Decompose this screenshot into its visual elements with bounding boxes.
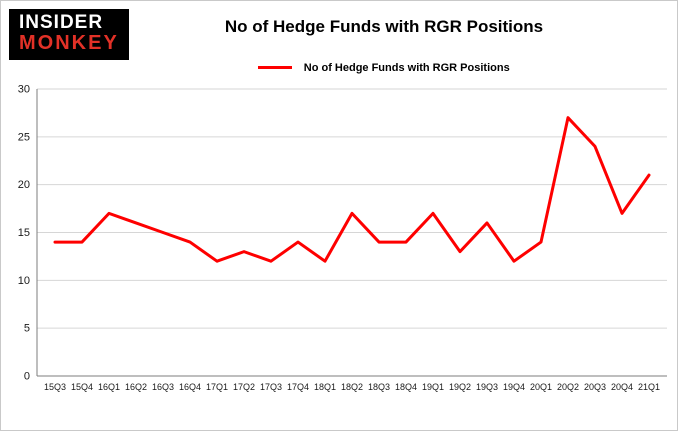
x-axis-tick-label: 17Q4 <box>287 382 309 392</box>
x-axis-tick-label: 19Q1 <box>422 382 444 392</box>
x-axis-tick-label: 20Q2 <box>557 382 579 392</box>
y-axis-tick-label: 0 <box>24 371 30 383</box>
x-axis-tick-label: 16Q1 <box>98 382 120 392</box>
x-axis-tick-label: 21Q1 <box>638 382 660 392</box>
chart-title: No of Hedge Funds with RGR Positions <box>224 17 544 36</box>
x-axis-tick-label: 17Q1 <box>206 382 228 392</box>
x-axis-tick-label: 15Q3 <box>44 382 66 392</box>
x-axis-tick-label: 18Q4 <box>395 382 417 392</box>
legend: No of Hedge Funds with RGR Positions <box>121 59 647 77</box>
logo-insider-text: INSIDER <box>19 12 104 33</box>
y-axis-tick-label: 20 <box>18 179 30 191</box>
legend-label: No of Hedge Funds with RGR Positions <box>303 61 510 74</box>
x-axis-tick-label: 20Q4 <box>611 382 633 392</box>
y-axis-tick-label: 15 <box>18 227 30 239</box>
x-axis-tick-label: 18Q2 <box>341 382 363 392</box>
legend-line-swatch <box>258 66 293 70</box>
y-axis-tick-label: 10 <box>18 275 30 287</box>
data-series-line <box>53 116 651 263</box>
x-axis-tick-label: 16Q4 <box>179 382 201 392</box>
x-axis-tick-label: 17Q3 <box>260 382 282 392</box>
x-axis-tick-label: 16Q2 <box>125 382 147 392</box>
logo-monkey-text: MONKEY <box>19 31 119 54</box>
x-axis-tick-label: 19Q3 <box>476 382 498 392</box>
x-axis-tick-label: 19Q4 <box>503 382 525 392</box>
x-axis-tick-label: 19Q2 <box>449 382 471 392</box>
y-axis-tick-label: 25 <box>18 131 30 143</box>
y-axis-tick-label: 30 <box>18 84 30 96</box>
x-axis-tick-label: 20Q3 <box>584 382 606 392</box>
y-axis-tick-label: 5 <box>24 323 30 335</box>
x-axis-tick-label: 18Q1 <box>314 382 336 392</box>
insider-monkey-logo: INSIDER MONKEY <box>9 9 129 60</box>
x-axis-tick-label: 20Q1 <box>530 382 552 392</box>
x-axis-tick-label: 18Q3 <box>368 382 390 392</box>
x-axis-tick-label: 16Q3 <box>152 382 174 392</box>
x-axis-tick-label: 15Q4 <box>71 382 93 392</box>
x-axis-tick-label: 17Q2 <box>233 382 255 392</box>
